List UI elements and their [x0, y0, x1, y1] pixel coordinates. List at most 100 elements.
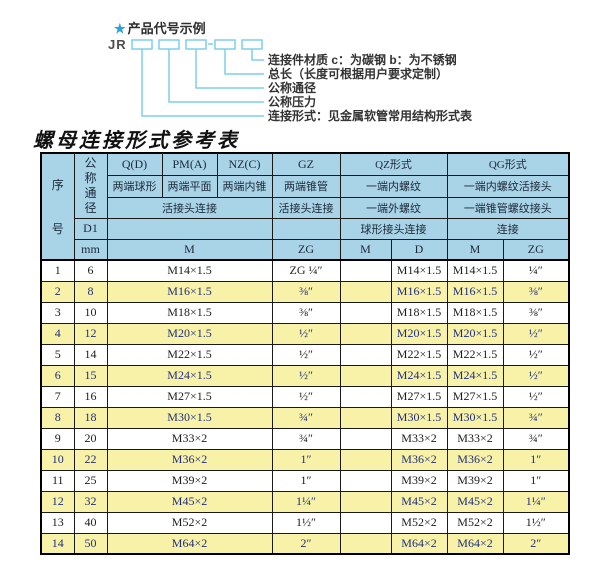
cell-m: M45×2 [106, 490, 273, 513]
thread-m-left: M [106, 238, 273, 261]
callout-length: 总长（长度可根据用户要求定制） [268, 67, 449, 81]
cell-seq: 4 [40, 322, 75, 345]
header-row-groups: 序号 公称通径 Q(D) PM(A) NZ(C) GZ QZ形式 QG形式 [40, 152, 570, 261]
header-row-end-type: 两端球形 两端平面 两端内锥 两端锥管 一端内螺纹 一端内螺纹活接头 [41, 174, 570, 198]
cell-seq: 13 [40, 511, 75, 534]
end-type-gz: 两端锥管 [271, 174, 341, 198]
cell-qg-zg: 1½″ [502, 511, 570, 534]
thread-zg-gz: ZG [271, 238, 341, 261]
cell-qz-d: M45×2 [390, 490, 448, 513]
conn-ext-thread-qz: 一端外螺纹 [339, 196, 448, 219]
cell-qz-d: M39×2 [390, 469, 448, 492]
cell-qg-zg: ⅜″ [502, 280, 570, 303]
cell-qz-m [339, 511, 392, 534]
cell-qz-d: M36×2 [390, 448, 448, 471]
table-row: 3 10 M18×1.5 ⅜″ M18×1.5 M18×1.5 ⅜″ [40, 301, 570, 324]
end-type-qz: 一端内螺纹 [339, 174, 448, 198]
cell-qz-m [339, 448, 392, 471]
table-body: 1 6 M14×1.5 ZG ¼″ M14×1.5 M14×1.5 ¼″ 2 8 M16×1.5 ⅜… [40, 259, 570, 555]
cell-qg-m: M33×2 [446, 427, 504, 450]
table-row: 14 50 M64×2 2″ M64×2 M64×2 2″ [40, 532, 570, 555]
callout-pressure: 公称压力 [268, 95, 317, 109]
nut-connection-table: 序号 公称通径 Q(D) PM(A) NZ(C) GZ QZ形式 QG形式 两端… [40, 152, 571, 555]
cell-qg-m: M52×2 [446, 511, 504, 534]
cell-m: M39×2 [106, 469, 273, 492]
callout-line-2 [224, 49, 264, 75]
cell-qg-zg: ⅜″ [502, 301, 570, 324]
ball-joint-conn: 球形接头连接 [339, 217, 448, 240]
thread-m-qz: M [339, 238, 392, 261]
cell-dn: 16 [73, 385, 108, 408]
cell-qg-zg: 2″ [502, 532, 570, 555]
d1-empty-gz [271, 217, 341, 240]
cell-m: M22×1.5 [106, 343, 273, 366]
cell-qz-m [339, 259, 392, 282]
table-row: 5 14 M22×1.5 ½″ M22×1.5 M22×1.5 ½″ [40, 343, 570, 366]
cell-seq: 7 [40, 385, 75, 408]
cell-gz-zg: 1″ [271, 469, 341, 492]
table-row: 12 32 M45×2 1¼″ M45×2 M45×2 1¼″ [40, 490, 570, 513]
cell-seq: 9 [40, 427, 75, 450]
cell-qz-m [339, 490, 392, 513]
cell-dn: 12 [73, 322, 108, 345]
cell-gz-zg: ½″ [271, 364, 341, 387]
cell-dn: 20 [73, 427, 108, 450]
cell-qg-m: M64×2 [446, 532, 504, 555]
cell-qg-m: M16×1.5 [446, 280, 504, 303]
cell-qg-zg: ½″ [502, 322, 570, 345]
cell-qg-m: M20×1.5 [446, 322, 504, 345]
cell-qg-zg: ½″ [502, 364, 570, 387]
cell-dn: 32 [73, 490, 108, 513]
cell-gz-zg: ½″ [271, 322, 341, 345]
cell-m: M20×1.5 [106, 322, 273, 345]
cell-qz-d: M27×1.5 [390, 385, 448, 408]
end-type-qd: 两端球形 [106, 174, 163, 198]
table-header: 序号 公称通径 Q(D) PM(A) NZ(C) GZ QZ形式 QG形式 两端… [40, 152, 570, 261]
table-row: 2 8 M16×1.5 ⅜″ M16×1.5 M16×1.5 ⅜″ [40, 280, 570, 303]
thread-zg-qg: ZG [502, 238, 570, 261]
table-row: 10 22 M36×2 1″ M36×2 M36×2 1″ [40, 448, 570, 471]
cell-seq: 14 [40, 532, 75, 555]
col-header-seq: 序号 [40, 152, 75, 261]
callout-material: 连接件材质 c：为碳钢 b：为不锈钢 [268, 53, 457, 67]
cell-qz-m [339, 385, 392, 408]
cell-qg-zg: ½″ [502, 385, 570, 408]
cell-m: M36×2 [106, 448, 273, 471]
cell-m: M64×2 [106, 532, 273, 555]
cell-qg-m: M18×1.5 [446, 301, 504, 324]
cell-seq: 3 [40, 301, 75, 324]
thread-d-qz: D [390, 238, 448, 261]
cell-seq: 11 [40, 469, 75, 492]
table-row: 1 6 M14×1.5 ZG ¼″ M14×1.5 M14×1.5 ¼″ [40, 259, 570, 282]
cell-dn: 15 [73, 364, 108, 387]
cell-qz-d: M64×2 [390, 532, 448, 555]
end-type-pma: 两端平面 [161, 174, 218, 198]
code-box [131, 39, 153, 50]
d1-label: D1 [73, 217, 108, 240]
cell-gz-zg: 2″ [271, 532, 341, 555]
cell-seq: 5 [40, 343, 75, 366]
col-header-dn: 公称通径 [73, 152, 108, 219]
cell-qg-zg: ¾″ [502, 427, 570, 450]
cell-qz-m [339, 532, 392, 555]
conn-union-left: 活接头连接 [106, 196, 273, 219]
cell-qg-m: M39×2 [446, 469, 504, 492]
diagram-heading-text: 产品代号示例 [127, 21, 206, 36]
cell-qz-d: M33×2 [390, 427, 448, 450]
cell-dn: 14 [73, 343, 108, 366]
cell-qz-m [339, 469, 392, 492]
diagram-heading: ★ 产品代号示例 [114, 18, 206, 37]
cell-qg-m: M45×2 [446, 490, 504, 513]
code-box [158, 39, 180, 50]
cell-seq: 8 [40, 406, 75, 429]
cell-gz-zg: 1″ [271, 448, 341, 471]
cell-qg-zg: ½″ [502, 343, 570, 366]
cell-m: M14×1.5 [106, 259, 273, 282]
code-box [214, 39, 236, 50]
cell-qz-d: M18×1.5 [390, 301, 448, 324]
group-gz: GZ [271, 152, 341, 176]
cell-dn: 18 [73, 406, 108, 429]
d1-empty-left [106, 217, 273, 240]
callout-conn-form: 连接形式：见金属软管常用结构形式表 [268, 109, 473, 123]
